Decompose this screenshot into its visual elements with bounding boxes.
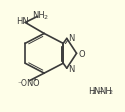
Text: N: N (68, 64, 74, 73)
Text: 2: 2 (44, 14, 48, 19)
Text: ⁻O: ⁻O (18, 78, 28, 87)
Text: +: + (32, 76, 37, 81)
Text: O: O (78, 49, 85, 58)
Text: N: N (93, 86, 99, 95)
Text: O: O (33, 78, 40, 87)
Text: HN: HN (16, 17, 29, 26)
Text: N: N (26, 78, 33, 87)
Text: ‒: ‒ (98, 86, 103, 95)
Text: 2: 2 (108, 90, 112, 95)
Text: 2: 2 (91, 90, 95, 95)
Text: H: H (88, 86, 94, 95)
Text: NH: NH (99, 86, 111, 95)
Text: NH: NH (32, 11, 45, 20)
Text: N: N (68, 34, 74, 43)
